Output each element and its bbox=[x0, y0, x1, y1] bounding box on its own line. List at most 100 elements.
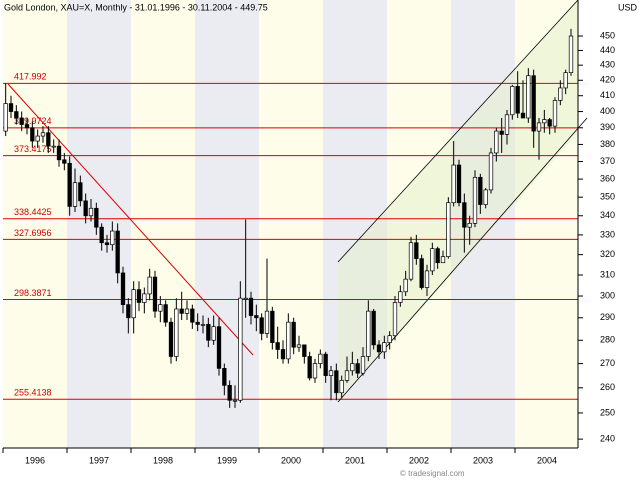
candle-body bbox=[312, 363, 318, 379]
level-label: 255.4138 bbox=[14, 388, 52, 398]
candle-body bbox=[254, 315, 259, 319]
y-tick-label: 390 bbox=[600, 122, 615, 132]
candle-body bbox=[78, 182, 83, 202]
candle-body bbox=[264, 310, 270, 334]
candle-body bbox=[248, 297, 254, 316]
candle-body bbox=[286, 321, 291, 360]
candle-body bbox=[526, 75, 531, 119]
y-tick-label: 370 bbox=[600, 156, 615, 166]
candle-body bbox=[323, 353, 328, 376]
candle-body bbox=[222, 368, 227, 386]
y-tick-label: 380 bbox=[600, 139, 615, 149]
level-label: 338.4425 bbox=[14, 207, 52, 217]
watermark: © tradesignal.com bbox=[400, 469, 465, 478]
candle-body bbox=[494, 130, 499, 154]
x-tick-label: 2003 bbox=[473, 455, 493, 465]
candle-body bbox=[163, 304, 168, 323]
level-label: 373.4175 bbox=[14, 144, 52, 154]
candle-body bbox=[520, 112, 526, 119]
candle-body bbox=[35, 135, 40, 142]
year-band bbox=[131, 0, 195, 448]
y-tick-label: 350 bbox=[600, 192, 615, 202]
candle-body bbox=[270, 310, 275, 343]
candle-body bbox=[446, 202, 451, 257]
candle-body bbox=[184, 308, 190, 314]
candle-body bbox=[472, 176, 478, 224]
y-tick-label: 250 bbox=[600, 407, 615, 417]
candle-body bbox=[110, 230, 115, 246]
candle-body bbox=[467, 223, 472, 228]
candle-body bbox=[14, 111, 19, 119]
year-band bbox=[3, 0, 67, 448]
y-tick-label: 450 bbox=[600, 30, 615, 40]
candle-body bbox=[536, 122, 542, 132]
candle-body bbox=[243, 297, 248, 300]
candle-body bbox=[344, 370, 350, 381]
y-tick-label: 320 bbox=[600, 249, 615, 259]
channel-upper bbox=[337, 0, 579, 263]
candle-body bbox=[8, 103, 14, 112]
candle-body bbox=[3, 103, 8, 132]
candle-body bbox=[216, 326, 222, 369]
candle-body bbox=[302, 344, 307, 357]
year-band bbox=[67, 0, 131, 448]
candle-body bbox=[30, 127, 35, 142]
candle-body bbox=[67, 162, 72, 207]
candle-body bbox=[499, 130, 504, 135]
candle-body bbox=[104, 242, 110, 246]
candle-body bbox=[19, 117, 24, 125]
candle-body bbox=[451, 164, 456, 204]
x-tick-label: 2004 bbox=[537, 455, 557, 465]
candle-body bbox=[542, 119, 547, 124]
level-label: 389.9724 bbox=[14, 116, 52, 126]
x-tick-label: 2002 bbox=[409, 455, 429, 465]
candle-body bbox=[62, 159, 67, 164]
y-tick-label: 400 bbox=[600, 106, 615, 116]
candle-body bbox=[504, 114, 510, 135]
candle-body bbox=[398, 291, 403, 303]
candle-body bbox=[328, 370, 334, 376]
candle-body bbox=[360, 356, 366, 374]
candle-body bbox=[547, 119, 552, 127]
candle-body bbox=[366, 310, 371, 357]
candle-body bbox=[131, 289, 136, 319]
candle-body bbox=[120, 272, 126, 305]
y-tick-label: 410 bbox=[600, 90, 615, 100]
candle-body bbox=[275, 342, 280, 350]
x-tick-label: 2001 bbox=[345, 455, 365, 465]
candle-body bbox=[227, 384, 232, 401]
y-axis-label: USD bbox=[618, 2, 638, 12]
y-tick-label: 260 bbox=[600, 382, 615, 392]
y-tick-label: 330 bbox=[600, 229, 615, 239]
candle-body bbox=[414, 242, 419, 260]
candle-body bbox=[195, 321, 200, 325]
candle-body bbox=[510, 86, 515, 116]
candle-body bbox=[430, 248, 435, 272]
candle-body bbox=[206, 324, 211, 341]
candle-body bbox=[318, 353, 323, 364]
candle-body bbox=[158, 304, 163, 312]
candle-body bbox=[51, 145, 56, 148]
candle-body bbox=[488, 152, 494, 191]
candle-body bbox=[419, 258, 424, 288]
candle-body bbox=[408, 242, 414, 280]
y-tick-label: 240 bbox=[600, 433, 615, 443]
candle-body bbox=[462, 202, 467, 228]
candle-body bbox=[190, 308, 195, 323]
y-tick-label: 360 bbox=[600, 173, 615, 183]
candle-body bbox=[552, 100, 558, 127]
candle-body bbox=[147, 276, 152, 295]
candle-body bbox=[115, 230, 120, 274]
candle-body bbox=[334, 370, 339, 394]
candle-body bbox=[291, 321, 296, 348]
candle-body bbox=[142, 293, 147, 303]
y-tick-label: 430 bbox=[600, 60, 615, 70]
candle-body bbox=[339, 380, 344, 394]
x-tick-label: 2000 bbox=[281, 455, 301, 465]
candle-body bbox=[40, 132, 46, 137]
candle-body bbox=[392, 302, 398, 337]
candle-body bbox=[259, 317, 264, 334]
y-tick-label: 280 bbox=[600, 335, 615, 345]
level-label: 327.6956 bbox=[14, 228, 52, 238]
